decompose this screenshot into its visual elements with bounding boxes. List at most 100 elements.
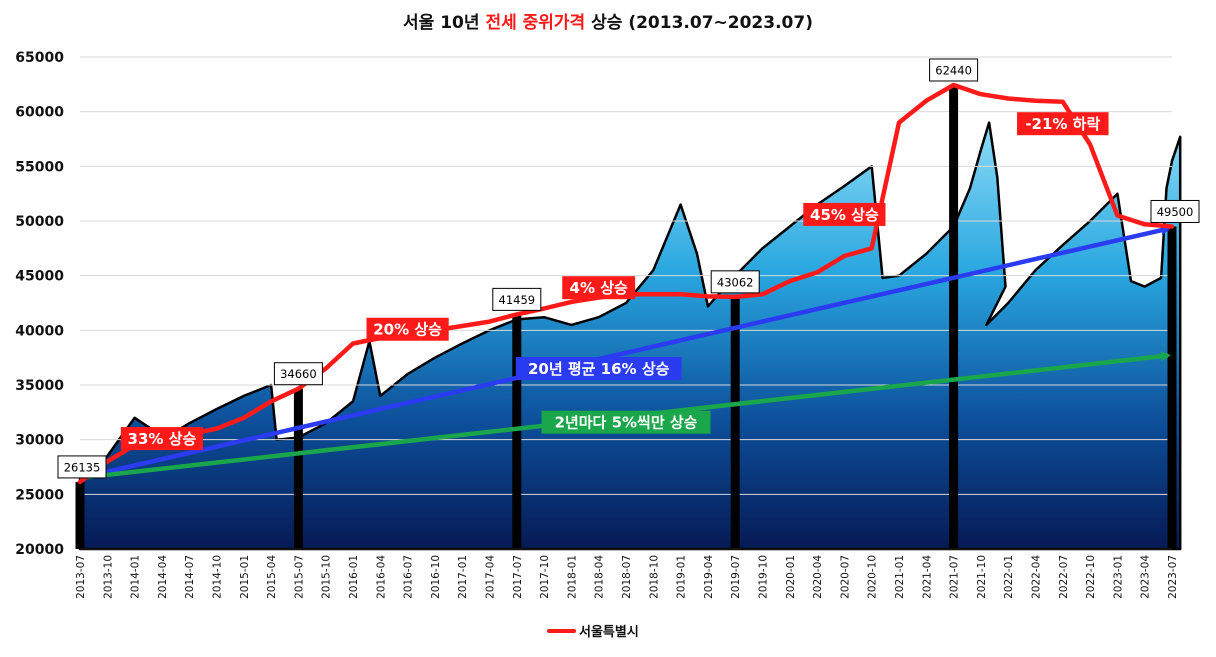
x-tick-label: 2015-10 bbox=[321, 555, 333, 599]
bar-callout: 62440 bbox=[929, 58, 979, 82]
annotation-box bbox=[120, 427, 203, 451]
bar-callout-box bbox=[929, 58, 979, 82]
x-tick-label: 2021-01 bbox=[894, 555, 906, 599]
bar-callout-label: 49500 bbox=[1157, 205, 1194, 219]
chart-title-suffix: 상승 (2013.07~2023.07) bbox=[585, 13, 813, 33]
x-tick-label: 2014-01 bbox=[130, 555, 142, 599]
annotation-text: 45% 상승 bbox=[810, 206, 879, 224]
x-tick-label: 2023-01 bbox=[1112, 555, 1124, 599]
x-tick-label: 2013-07 bbox=[75, 555, 87, 599]
annotation-box bbox=[366, 317, 449, 341]
x-tick-label: 2016-01 bbox=[348, 555, 360, 599]
x-tick-label: 2020-04 bbox=[812, 555, 824, 599]
annotation-text: 20% 상승 bbox=[373, 321, 442, 339]
annotation-label: 20년 평균 16% 상승 bbox=[515, 357, 682, 381]
x-tick-label: 2017-01 bbox=[457, 555, 469, 599]
bar-callout-box bbox=[273, 362, 323, 386]
background-area bbox=[78, 121, 1182, 551]
bar-marker bbox=[512, 314, 522, 549]
bar-marker bbox=[75, 481, 85, 549]
y-tick-label: 50000 bbox=[15, 214, 64, 230]
x-tick-label: 2014-04 bbox=[157, 555, 169, 599]
y-tick-label: 55000 bbox=[15, 159, 64, 175]
annotation-box bbox=[541, 410, 711, 434]
y-tick-label: 35000 bbox=[15, 378, 64, 394]
bar-callout: 26135 bbox=[57, 455, 107, 479]
annotation-box bbox=[1017, 112, 1109, 136]
x-tick-label: 2018-10 bbox=[648, 555, 660, 599]
y-tick-label: 20000 bbox=[15, 542, 64, 558]
annotation-label: -21% 하락 bbox=[1017, 112, 1109, 136]
background-area-layer bbox=[78, 121, 1182, 551]
x-tick-label: 2015-01 bbox=[239, 555, 251, 599]
x-tick-label: 2015-07 bbox=[293, 555, 305, 599]
x-tick-label: 2016-04 bbox=[375, 555, 387, 599]
bar-callout-label: 26135 bbox=[64, 460, 101, 474]
annotation-text: 20년 평균 16% 상승 bbox=[528, 360, 670, 378]
y-axis: 20000 25000 30000 35000 40000 45000 50000 55000… bbox=[15, 50, 64, 558]
legend-label: 서울특별시 bbox=[579, 624, 639, 640]
bar-marker-layer bbox=[75, 84, 1177, 550]
bar-callout-label: 43062 bbox=[717, 275, 754, 289]
bar-callout-box bbox=[57, 455, 107, 479]
x-tick-label: 2017-07 bbox=[512, 555, 524, 599]
annotation-label: 2년마다 5%씩만 상승 bbox=[541, 410, 711, 434]
annotation-box bbox=[562, 276, 636, 300]
y-tick-label: 60000 bbox=[15, 105, 64, 121]
bar-callout: 49500 bbox=[1150, 199, 1200, 223]
x-tick-label: 2015-04 bbox=[266, 555, 278, 599]
x-tick-label: 2022-10 bbox=[1085, 555, 1097, 599]
x-tick-label: 2023-04 bbox=[1140, 555, 1152, 599]
x-tick-label: 2016-10 bbox=[430, 555, 442, 599]
y-tick-label: 45000 bbox=[15, 269, 64, 285]
bar-callout-label: 62440 bbox=[935, 63, 972, 77]
annotation-layer: 33% 상승 20% 상승 4% 상승 45% 상승 -21% 하락 20년 평균 16%… bbox=[120, 112, 1109, 451]
x-tick-label: 2017-10 bbox=[539, 555, 551, 599]
bar-callout: 41459 bbox=[492, 287, 542, 311]
bar-marker bbox=[949, 84, 959, 550]
bar-marker bbox=[730, 296, 740, 549]
bar-callout: 43062 bbox=[710, 270, 760, 294]
annotation-text: 4% 상승 bbox=[570, 279, 628, 297]
bar-marker bbox=[1167, 226, 1177, 549]
x-tick-label: 2014-07 bbox=[184, 555, 196, 599]
x-tick-label: 2021-07 bbox=[949, 555, 961, 599]
x-tick-label: 2020-07 bbox=[839, 555, 851, 599]
bar-callout-layer: 26135 34660 41459 43062 62440 49500 bbox=[57, 58, 1200, 479]
y-tick-label: 40000 bbox=[15, 323, 64, 339]
x-tick-label: 2019-01 bbox=[676, 555, 688, 599]
x-tick-label: 2020-01 bbox=[785, 555, 797, 599]
x-axis: 2013-07 2013-10 2014-01 2014-04 2014-07 2014-… bbox=[75, 548, 1179, 599]
annotation-text: 2년마다 5%씩만 상승 bbox=[555, 414, 698, 432]
annotation-label: 33% 상승 bbox=[120, 427, 203, 451]
bar-callout-label: 34660 bbox=[280, 367, 317, 381]
y-tick-label: 25000 bbox=[15, 487, 64, 503]
x-tick-label: 2013-10 bbox=[102, 555, 114, 599]
x-tick-label: 2017-04 bbox=[485, 555, 497, 599]
x-tick-label: 2021-10 bbox=[976, 555, 988, 599]
annotation-label: 4% 상승 bbox=[562, 276, 636, 300]
x-tick-label: 2018-01 bbox=[566, 555, 578, 599]
bar-callout: 34660 bbox=[273, 362, 323, 386]
bar-callout-box bbox=[1150, 199, 1200, 223]
y-tick-label: 30000 bbox=[15, 433, 64, 449]
x-tick-label: 2019-10 bbox=[758, 555, 770, 599]
x-tick-label: 2019-07 bbox=[730, 555, 742, 599]
annotation-text: -21% 하락 bbox=[1025, 115, 1100, 133]
chart-title-prefix: 서울 10년 bbox=[403, 13, 485, 33]
x-tick-label: 2018-04 bbox=[594, 555, 606, 599]
annotation-label: 20% 상승 bbox=[366, 317, 449, 341]
annotation-label: 45% 상승 bbox=[803, 202, 886, 226]
bar-callout-box bbox=[710, 270, 760, 294]
x-tick-label: 2014-10 bbox=[212, 555, 224, 599]
x-tick-label: 2023-07 bbox=[1167, 555, 1179, 599]
x-tick-label: 2019-04 bbox=[703, 555, 715, 599]
chart-title-highlight: 전세 중위가격 bbox=[485, 13, 585, 33]
x-tick-label: 2020-10 bbox=[867, 555, 879, 599]
x-tick-label: 2016-07 bbox=[403, 555, 415, 599]
grid-layer bbox=[80, 56, 1172, 550]
trend-line-average bbox=[79, 225, 1171, 481]
x-tick-label: 2018-07 bbox=[621, 555, 633, 599]
x-tick-label: 2022-07 bbox=[1058, 555, 1070, 599]
